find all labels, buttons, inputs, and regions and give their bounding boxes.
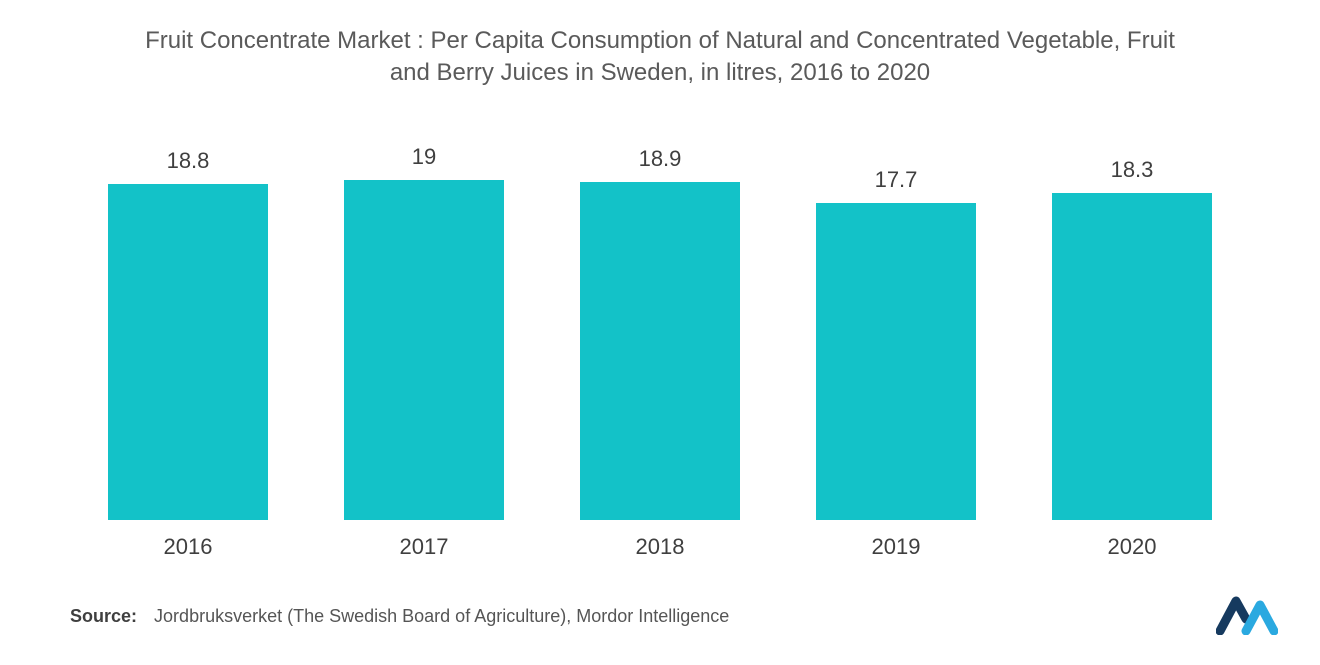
bar: [1052, 193, 1212, 520]
chart-container: Fruit Concentrate Market : Per Capita Co…: [0, 0, 1320, 665]
bar-category-label: 2020: [1108, 534, 1157, 560]
source-text: Jordbruksverket (The Swedish Board of Ag…: [154, 606, 729, 626]
chart-title: Fruit Concentrate Market : Per Capita Co…: [135, 25, 1185, 90]
bar-value-label: 19: [412, 144, 436, 170]
logo-left-stroke: [1220, 601, 1246, 631]
brand-logo-icon: [1216, 595, 1278, 635]
bar-category-label: 2017: [400, 534, 449, 560]
source-label: Source:: [70, 606, 137, 626]
bar-slot: 17.72019: [778, 140, 1014, 520]
bar-slot: 192017: [306, 140, 542, 520]
bar-plot: 18.8201619201718.9201817.7201918.32020: [70, 140, 1250, 520]
bar-slot: 18.32020: [1014, 140, 1250, 520]
bar-category-label: 2019: [872, 534, 921, 560]
bar-value-label: 18.9: [639, 146, 682, 172]
logo-right-stroke: [1246, 605, 1274, 631]
bar-value-label: 17.7: [875, 167, 918, 193]
bar-slot: 18.92018: [542, 140, 778, 520]
bar-category-label: 2016: [164, 534, 213, 560]
bar: [580, 182, 740, 520]
bar-category-label: 2018: [636, 534, 685, 560]
bar: [344, 180, 504, 520]
bar: [108, 184, 268, 520]
bar-slot: 18.82016: [70, 140, 306, 520]
bar: [816, 203, 976, 520]
bar-value-label: 18.3: [1111, 157, 1154, 183]
source-citation: Source: Jordbruksverket (The Swedish Boa…: [70, 606, 729, 627]
bar-value-label: 18.8: [167, 148, 210, 174]
